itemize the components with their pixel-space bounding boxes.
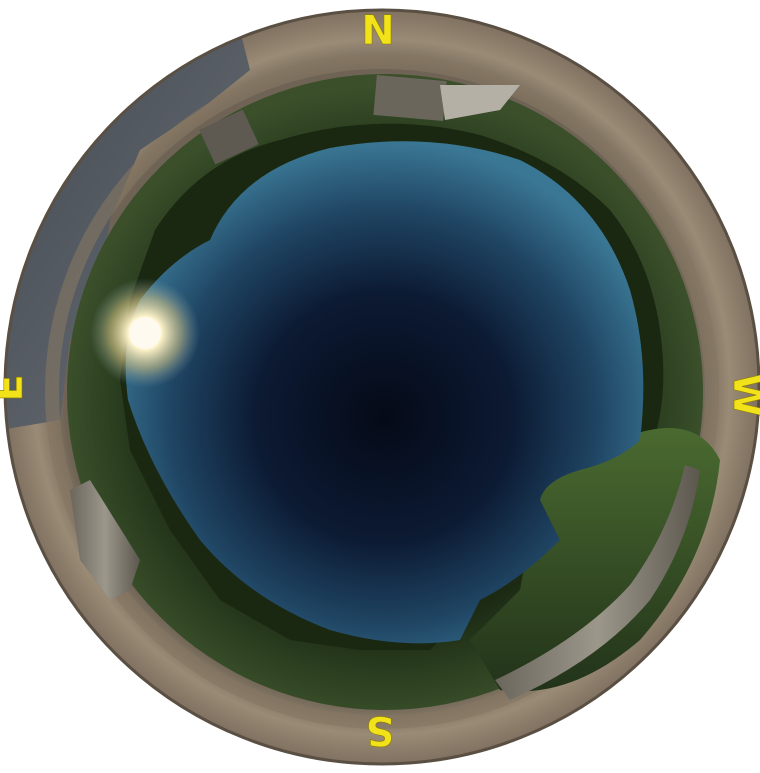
stone-tower-top — [373, 75, 447, 121]
outer-rim — [3, 8, 760, 766]
inner-ring-band — [45, 55, 719, 729]
sky — [125, 141, 644, 644]
stone-wall-left — [70, 480, 140, 600]
compass-north-label: N — [361, 8, 394, 54]
compass-south-label: S — [366, 707, 395, 753]
stone-tower-left — [199, 109, 259, 165]
green-hill — [470, 428, 720, 692]
compass-west-label: W — [724, 373, 760, 417]
compass-east-label: E — [0, 374, 32, 401]
stone-wall-top — [440, 85, 520, 120]
sun-core — [129, 317, 161, 349]
stone-wall-right — [495, 465, 700, 700]
